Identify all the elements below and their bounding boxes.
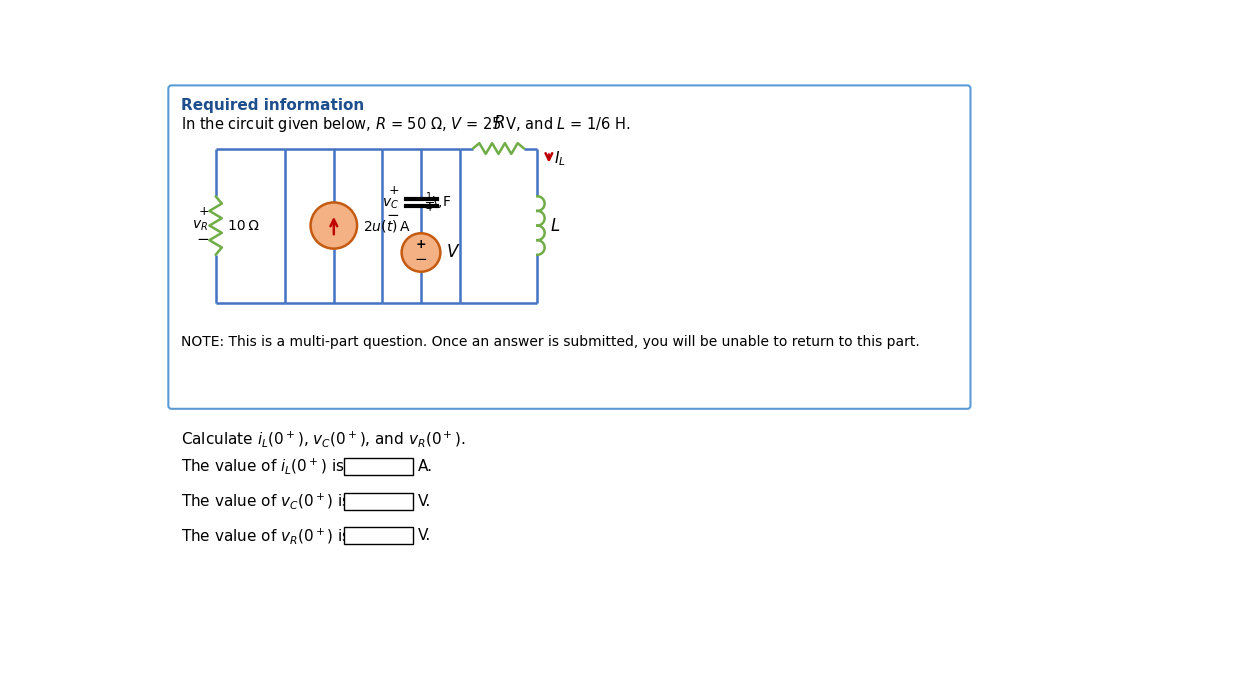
FancyBboxPatch shape [169,85,970,409]
Text: A.: A. [418,459,433,474]
Bar [344,493,413,510]
Circle shape [402,233,441,272]
Bar [344,458,413,475]
Text: −: − [197,232,209,247]
Text: Required information: Required information [180,97,364,113]
Text: $V$: $V$ [446,244,460,261]
Text: NOTE: This is a multi-part question. Once an answer is submitted, you will be un: NOTE: This is a multi-part question. Onc… [180,335,920,349]
Text: The value of $v_R$(0$^+$) is: The value of $v_R$(0$^+$) is [180,526,350,545]
Text: $I_L$: $I_L$ [553,149,566,168]
Text: $R$: $R$ [493,114,504,132]
Text: +: + [388,184,399,197]
Text: 10 Ω: 10 Ω [228,219,260,233]
Text: −: − [387,209,399,223]
Bar [344,528,413,544]
Text: $2u(t)$ A: $2u(t)$ A [363,217,411,233]
Circle shape [310,202,357,248]
Text: The value of $i_L$(0$^+$) is: The value of $i_L$(0$^+$) is [180,457,344,476]
Text: +: + [416,238,426,251]
Text: Calculate $i_L$(0$^+$), $v_C$(0$^+$), and $v_R$(0$^+$).: Calculate $i_L$(0$^+$), $v_C$(0$^+$), an… [180,429,465,449]
Text: In the circuit given below, $R$ = 50 $\Omega$, $V$ = 25 V, and $L$ = 1/6 H.: In the circuit given below, $R$ = 50 $\O… [180,115,631,134]
Text: The value of $v_C$(0$^+$) is: The value of $v_C$(0$^+$) is [180,491,350,511]
Text: $v_R$: $v_R$ [192,218,208,233]
Text: $v_C$: $v_C$ [382,197,399,211]
Text: $\frac{1}{4}$\,F: $\frac{1}{4}$\,F [425,190,451,215]
Text: V.: V. [418,494,431,509]
Text: V.: V. [418,528,431,543]
Text: +: + [199,205,209,218]
Text: −: − [415,252,427,267]
Text: $L$: $L$ [549,217,559,235]
